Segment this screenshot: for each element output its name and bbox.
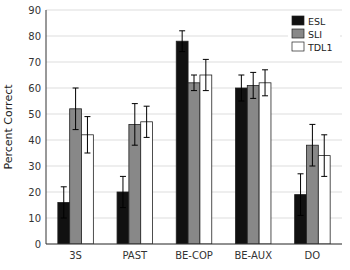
y-tick-label: 70: [28, 57, 41, 68]
legend-swatch: [292, 29, 304, 38]
bar: [141, 122, 153, 244]
grid-line: [46, 10, 342, 11]
legend-swatch: [292, 16, 304, 25]
bar: [235, 88, 247, 244]
y-axis: [46, 10, 47, 244]
y-tick-label: 80: [28, 31, 41, 42]
x-tick-label: DO: [305, 250, 321, 261]
x-axis: [46, 244, 342, 245]
x-tick-label: 3S: [69, 250, 82, 261]
grid-line: [46, 244, 342, 245]
y-tick-label: 30: [28, 161, 41, 172]
bars: [58, 31, 330, 244]
error-bar: [321, 135, 327, 177]
bar: [259, 83, 271, 244]
legend-box: [288, 12, 340, 57]
bar: [188, 83, 200, 244]
error-bar: [61, 187, 67, 218]
legend-label: SLI: [308, 29, 322, 40]
legend-swatch: [292, 42, 304, 51]
error-bar: [238, 75, 244, 101]
y-tick-label: 10: [28, 213, 41, 224]
y-tick-label: 60: [28, 83, 41, 94]
y-tick-label: 0: [35, 239, 41, 250]
legend-label: TDL1: [307, 42, 332, 53]
y-tick-label: 90: [28, 5, 41, 16]
chart: 0 10 20 30 40 50 60 70 80 90 3S PAST BE-COP BE-AUX DO P…: [0, 0, 350, 270]
error-bar: [73, 88, 79, 130]
legend: ESL SLI TDL1: [288, 12, 340, 57]
bar: [176, 41, 188, 244]
y-tick-label: 20: [28, 187, 41, 198]
bar: [200, 75, 212, 244]
error-bar: [144, 106, 150, 137]
legend-label: ESL: [308, 16, 326, 27]
error-bar: [298, 174, 304, 216]
x-tick-label: BE-AUX: [234, 250, 272, 261]
error-bar: [262, 70, 268, 96]
x-tick-label: PAST: [122, 250, 148, 261]
error-bar: [179, 31, 185, 52]
error-bar: [120, 176, 126, 207]
x-tick-label: BE-COP: [175, 250, 213, 261]
bar: [247, 85, 259, 244]
y-tick-label: 50: [28, 109, 41, 120]
error-bar: [84, 117, 90, 153]
y-axis-label: Percent Correct: [2, 84, 15, 170]
grid-line: [46, 62, 342, 63]
error-bar: [132, 104, 138, 146]
error-bar: [203, 59, 209, 90]
error-bar: [250, 72, 256, 98]
error-bar: [309, 124, 315, 166]
error-bar: [191, 75, 197, 91]
y-tick-label: 40: [28, 135, 41, 146]
